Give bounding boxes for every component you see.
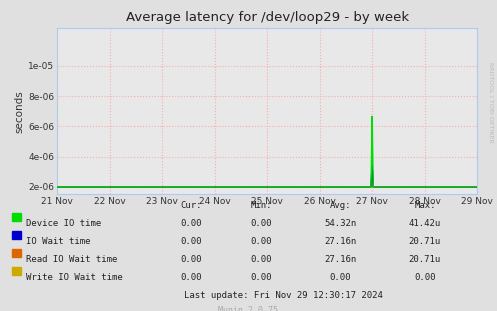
Text: Read IO Wait time: Read IO Wait time <box>26 255 117 264</box>
Text: 0.00: 0.00 <box>250 273 272 282</box>
Text: Last update: Fri Nov 29 12:30:17 2024: Last update: Fri Nov 29 12:30:17 2024 <box>184 291 383 300</box>
Text: 0.00: 0.00 <box>180 237 202 246</box>
Text: 0.00: 0.00 <box>250 219 272 228</box>
Text: Munin 2.0.75: Munin 2.0.75 <box>219 306 278 311</box>
Text: 0.00: 0.00 <box>180 273 202 282</box>
Text: 0.00: 0.00 <box>414 273 436 282</box>
Text: IO Wait time: IO Wait time <box>26 237 90 246</box>
Text: Cur:: Cur: <box>180 201 202 210</box>
Text: 27.16n: 27.16n <box>325 237 356 246</box>
Text: Max:: Max: <box>414 201 436 210</box>
Text: 0.00: 0.00 <box>250 255 272 264</box>
Text: 0.00: 0.00 <box>180 255 202 264</box>
Text: Device IO time: Device IO time <box>26 219 101 228</box>
Text: 20.71u: 20.71u <box>409 255 441 264</box>
Text: 20.71u: 20.71u <box>409 237 441 246</box>
Text: RRDTOOL / TOBI OETIKER: RRDTOOL / TOBI OETIKER <box>489 62 494 143</box>
Text: 54.32n: 54.32n <box>325 219 356 228</box>
Title: Average latency for /dev/loop29 - by week: Average latency for /dev/loop29 - by wee… <box>126 11 409 24</box>
Text: Min:: Min: <box>250 201 272 210</box>
Text: 0.00: 0.00 <box>250 237 272 246</box>
Text: 41.42u: 41.42u <box>409 219 441 228</box>
Text: Write IO Wait time: Write IO Wait time <box>26 273 123 282</box>
Text: 27.16n: 27.16n <box>325 255 356 264</box>
Text: 0.00: 0.00 <box>180 219 202 228</box>
Text: 0.00: 0.00 <box>330 273 351 282</box>
Y-axis label: seconds: seconds <box>14 90 24 132</box>
Text: Avg:: Avg: <box>330 201 351 210</box>
